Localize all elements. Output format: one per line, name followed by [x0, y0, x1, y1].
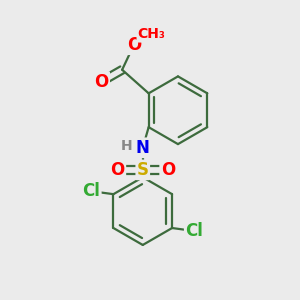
- Text: O: O: [161, 161, 175, 179]
- Text: N: N: [136, 139, 150, 157]
- Text: O: O: [111, 161, 125, 179]
- Text: S: S: [137, 161, 149, 179]
- Text: H: H: [121, 139, 132, 153]
- Text: CH₃: CH₃: [138, 27, 166, 41]
- Text: Cl: Cl: [185, 222, 203, 240]
- Text: O: O: [127, 36, 141, 54]
- Text: O: O: [94, 73, 109, 91]
- Text: Cl: Cl: [82, 182, 100, 200]
